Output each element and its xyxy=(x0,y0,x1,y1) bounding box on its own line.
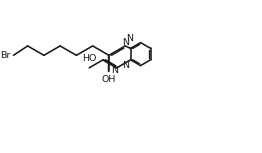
Text: N: N xyxy=(122,38,129,47)
Text: N: N xyxy=(126,34,133,43)
Text: N: N xyxy=(122,61,129,70)
Text: N: N xyxy=(111,66,118,75)
Text: Br: Br xyxy=(0,51,10,60)
Text: HO: HO xyxy=(82,54,96,63)
Text: OH: OH xyxy=(102,75,116,84)
